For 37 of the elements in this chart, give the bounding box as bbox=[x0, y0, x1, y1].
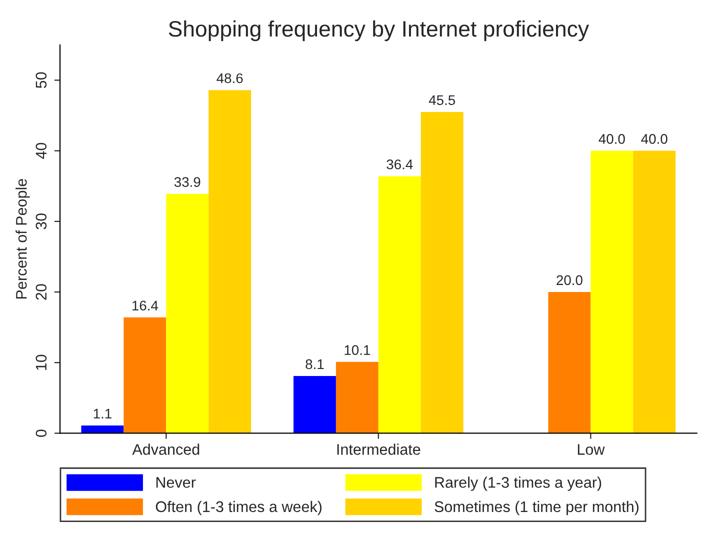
legend-label: Often (1-3 times a week) bbox=[156, 500, 322, 516]
data-label: 8.1 bbox=[306, 359, 324, 370]
y-tick-label: 40 bbox=[36, 142, 47, 159]
bar bbox=[166, 194, 209, 434]
y-tick-label: 30 bbox=[36, 214, 47, 230]
data-label: 45.5 bbox=[428, 95, 456, 106]
y-tick-label: 10 bbox=[36, 354, 47, 370]
bar bbox=[294, 376, 336, 434]
bar bbox=[548, 292, 591, 434]
bar bbox=[378, 176, 421, 434]
chart-title: Shopping frequency by Internet proficiency bbox=[168, 20, 590, 42]
x-tick-label: Low bbox=[578, 444, 605, 455]
bar bbox=[590, 150, 634, 434]
bar bbox=[208, 90, 252, 434]
legend-label: Never bbox=[156, 477, 196, 488]
x-tick-label: Advanced bbox=[132, 444, 200, 455]
legend-label: Sometimes (1 time per month) bbox=[434, 500, 638, 516]
data-label: 40.0 bbox=[641, 134, 668, 144]
y-tick-label: 50 bbox=[36, 72, 47, 88]
data-label: 48.6 bbox=[216, 73, 243, 84]
bar bbox=[124, 317, 166, 434]
bar bbox=[633, 150, 676, 434]
x-tick-label: Intermediate bbox=[337, 444, 420, 455]
y-tick-label: 0 bbox=[36, 430, 47, 437]
bar bbox=[420, 112, 464, 434]
data-label: 10.1 bbox=[344, 345, 370, 355]
legend-label: Rarely (1-3 times a year) bbox=[435, 476, 602, 491]
bar bbox=[81, 425, 124, 434]
y-axis-title: Percent of People bbox=[16, 179, 30, 299]
data-label: 1.1 bbox=[94, 408, 112, 418]
data-label: 40.0 bbox=[598, 134, 625, 144]
data-label: 20.0 bbox=[556, 275, 582, 286]
bar bbox=[336, 362, 378, 434]
data-label: 33.9 bbox=[174, 177, 200, 187]
data-label: 36.4 bbox=[386, 159, 413, 170]
y-tick-label: 20 bbox=[36, 284, 47, 300]
data-label: 16.4 bbox=[132, 300, 158, 311]
